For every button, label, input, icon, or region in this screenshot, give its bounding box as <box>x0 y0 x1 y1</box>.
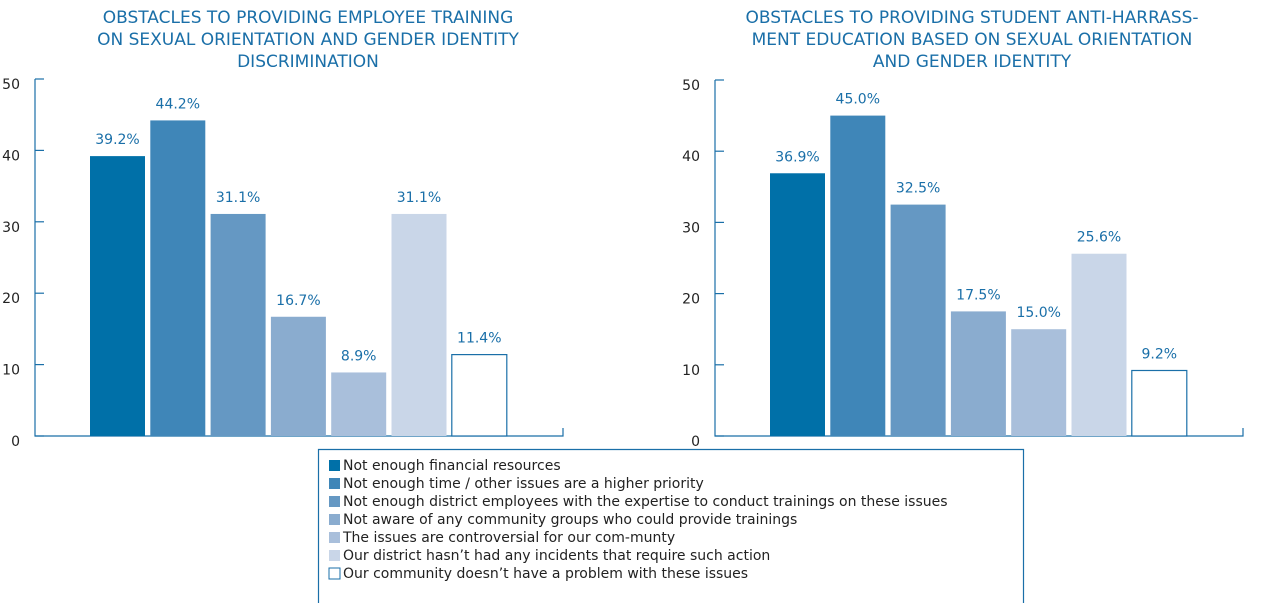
bar <box>770 173 825 436</box>
bar <box>150 120 206 437</box>
bar <box>830 115 886 436</box>
legend-label: Not enough financial resources <box>343 458 561 474</box>
chart-title: MENT EDUCATION BASED ON SEXUAL ORIENTATI… <box>752 30 1193 50</box>
legend-label: Our community doesn’t have a problem wit… <box>343 566 748 582</box>
bar <box>90 156 145 436</box>
legend-swatch <box>329 496 340 507</box>
bar <box>451 354 508 437</box>
value-label: 25.6% <box>1077 230 1121 246</box>
legend-swatch <box>329 514 340 525</box>
y-tick-label: 40 <box>2 148 20 164</box>
y-tick-label: 20 <box>2 291 20 307</box>
value-label: 39.2% <box>95 132 139 148</box>
y-tick-label: 10 <box>2 363 20 379</box>
value-label: 17.5% <box>956 287 1000 303</box>
value-label: 9.2% <box>1142 346 1178 362</box>
legend-label: The issues are controversial for our com… <box>342 530 675 546</box>
y-tick-label: 50 <box>2 77 20 93</box>
y-tick-label: 10 <box>682 363 700 379</box>
bar <box>210 213 266 436</box>
legend-box <box>317 448 1025 603</box>
bar <box>391 213 447 436</box>
value-label: 32.5% <box>896 181 940 197</box>
value-label: 44.2% <box>156 96 200 112</box>
bar <box>1071 253 1127 436</box>
value-label: 11.4% <box>457 331 501 347</box>
chart-title: OBSTACLES TO PROVIDING EMPLOYEE TRAINING <box>103 8 514 28</box>
legend-swatch <box>329 550 340 561</box>
chart-title: DISCRIMINATION <box>237 52 379 72</box>
legend-swatch <box>329 460 340 471</box>
value-label: 31.1% <box>397 190 441 206</box>
bar <box>270 316 326 436</box>
bar <box>890 204 946 436</box>
y-tick-label: 50 <box>682 78 700 94</box>
y-tick-label: 40 <box>682 149 700 165</box>
y-tick-label: 30 <box>682 220 700 236</box>
y-tick-label: 0 <box>11 434 20 450</box>
value-label: 45.0% <box>836 92 880 108</box>
legend-label: Not enough time / other issues are a hig… <box>343 476 704 492</box>
value-label: 8.9% <box>341 348 377 364</box>
bar <box>950 311 1006 436</box>
value-label: 16.7% <box>276 293 320 309</box>
value-label: 31.1% <box>216 190 260 206</box>
legend-label: Not aware of any community groups who co… <box>343 512 797 528</box>
chart-title: OBSTACLES TO PROVIDING STUDENT ANTI-HARR… <box>745 8 1198 28</box>
bar <box>331 372 387 436</box>
value-label: 15.0% <box>1016 305 1060 321</box>
legend-label: Our district hasn’t had any incidents th… <box>343 548 770 564</box>
y-tick-label: 0 <box>691 434 700 450</box>
legend-swatch <box>328 567 341 580</box>
chart-title: AND GENDER IDENTITY <box>873 52 1072 72</box>
legend-label: Not enough district employees with the e… <box>343 494 948 510</box>
value-label: 36.9% <box>775 149 819 165</box>
y-tick-label: 30 <box>2 220 20 236</box>
bar <box>1131 369 1188 437</box>
legend-swatch <box>329 478 340 489</box>
chart-title: ON SEXUAL ORIENTATION AND GENDER IDENTIT… <box>97 30 519 50</box>
legend-swatch <box>329 532 340 543</box>
y-tick-label: 20 <box>682 292 700 308</box>
bar <box>1011 329 1067 436</box>
